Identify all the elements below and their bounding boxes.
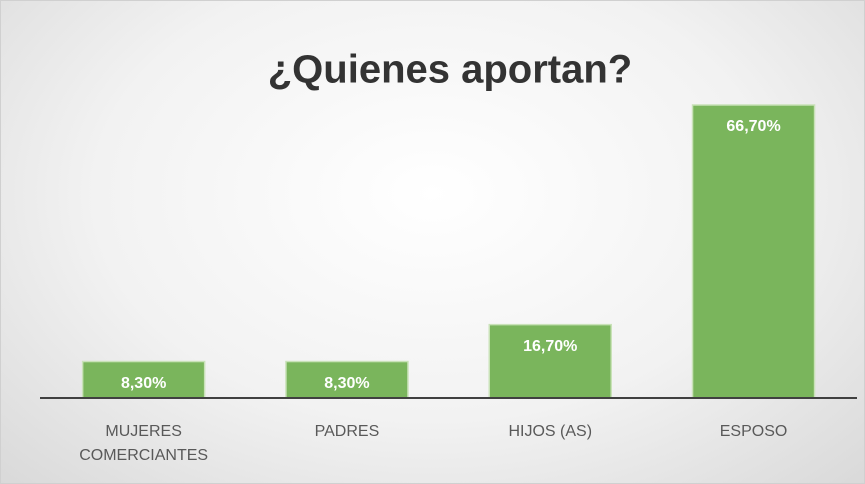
data-label: 16,70% xyxy=(523,338,577,355)
x-tick-label: HIJOS (AS) xyxy=(508,423,593,440)
bar xyxy=(488,323,612,399)
data-label: 66,70% xyxy=(726,118,780,135)
x-tick-label: PADRES xyxy=(314,423,380,440)
x-tick-label: ESPOSO xyxy=(719,423,788,440)
x-tick-label: MUJERES COMERCIANTES xyxy=(79,423,209,464)
bar xyxy=(691,104,816,399)
data-label: 8,30% xyxy=(121,375,166,392)
data-label: 8,30% xyxy=(324,375,369,392)
chart-title: ¿Quienes aportan? xyxy=(268,48,633,92)
